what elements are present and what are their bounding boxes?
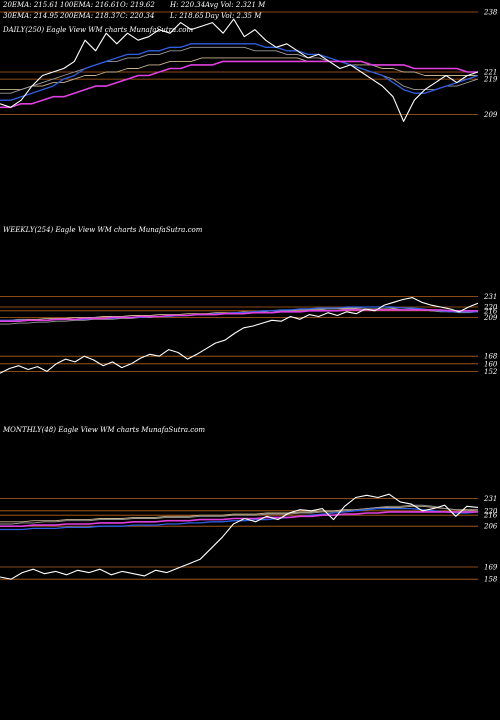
tick-label: 238 [483, 9, 498, 17]
header-avg-vol: Avg Vol: 2.321 M [204, 1, 266, 9]
tick-label: 158 [484, 576, 498, 584]
price-series-line [0, 297, 479, 374]
monthly-panel: MONTHLY(48) Eagle View WM charts MunafaS… [0, 426, 498, 584]
header-low: L: 218.65 [169, 12, 204, 20]
ema-blue-line [0, 43, 479, 101]
daily-price-line [0, 18, 479, 122]
weekly-panel: WEEKLY(254) Eagle View WM charts MunafaS… [0, 226, 498, 376]
tick-label: 209 [483, 111, 498, 119]
tick-label: 160 [484, 360, 498, 368]
tick-label: 209 [483, 314, 498, 322]
weekly-panel-title: WEEKLY(254) Eagle View WM charts MunafaS… [3, 226, 203, 234]
monthly-panel-title: MONTHLY(48) Eagle View WM charts MunafaS… [2, 426, 205, 434]
tick-label: 220 [483, 507, 498, 515]
weekly-ema-lines [0, 306, 479, 325]
header-100ema: 100EMA: 216.61 [60, 1, 120, 9]
tick-label: 216 [483, 512, 498, 520]
ema-magenta-line [0, 60, 478, 109]
tick-label: 221 [483, 69, 497, 77]
daily-ema-lines [0, 43, 479, 109]
tick-label: 168 [484, 353, 498, 361]
ema-slow-line [0, 505, 478, 523]
ema-magenta-line [0, 309, 478, 323]
tick-label: 216 [483, 307, 498, 315]
daily-panel-title: DAILY(250) Eagle View WM charts MunafaSu… [2, 26, 193, 34]
header-20ema: 20EMA: 215.61 [2, 1, 58, 9]
monthly-level-lines [0, 498, 478, 580]
tick-label: 206 [483, 523, 498, 531]
daily-panel: DAILY(250) Eagle View WM charts MunafaSu… [0, 9, 498, 122]
weekly-price-line [0, 297, 479, 374]
price-series-line [0, 493, 479, 580]
tick-label: 152 [484, 368, 498, 376]
ema-magenta-line [0, 511, 478, 528]
header-high: H: 220.34 [169, 1, 205, 9]
ema-slow-line [0, 57, 478, 91]
header-day-vol: Day Vol: 2.35 M [204, 12, 262, 20]
monthly-price-line [0, 493, 479, 580]
price-series-line [0, 18, 479, 122]
header-readout: 20EMA: 215.61 100EMA: 216.61 O: 219.62 H… [2, 1, 266, 20]
header-200ema: 200EMA: 218.37 [59, 12, 120, 20]
header-close: C: 220.34 [120, 12, 154, 20]
header-30ema: 30EMA: 214.95 [3, 12, 59, 20]
tick-label: 231 [483, 495, 497, 503]
tick-label: 220 [483, 304, 498, 312]
ema-fast-line [0, 504, 479, 525]
header-open: O: 219.62 [120, 1, 155, 9]
tick-label: 231 [483, 293, 497, 301]
ema-fast-line [0, 46, 479, 94]
tick-label: 169 [484, 564, 498, 572]
tick-label: 219 [483, 76, 498, 84]
